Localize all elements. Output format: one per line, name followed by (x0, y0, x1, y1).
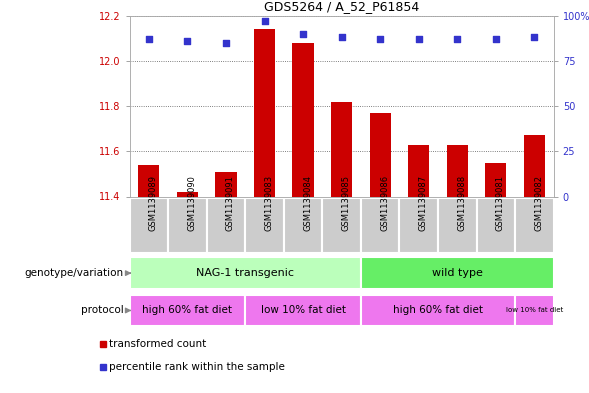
Text: GSM1139084: GSM1139084 (303, 175, 312, 231)
Text: GSM1139082: GSM1139082 (534, 175, 544, 231)
Text: GSM1139088: GSM1139088 (457, 175, 466, 231)
Point (260, 18, 269, 24)
Point (299, 31, 308, 37)
Text: low 10% fat diet: low 10% fat diet (506, 307, 563, 314)
Text: GSM1139089: GSM1139089 (149, 175, 158, 231)
Text: GSM1139091: GSM1139091 (226, 175, 235, 231)
Text: GSM1139085: GSM1139085 (342, 175, 350, 231)
Point (183, 38, 192, 44)
Point (530, 34, 539, 40)
Bar (369, 113, 391, 196)
Point (414, 36, 423, 42)
Bar (284, 198, 322, 253)
Bar (177, 192, 198, 196)
Bar (207, 198, 245, 253)
Bar (130, 257, 361, 289)
Bar (331, 101, 352, 196)
Bar (216, 172, 237, 196)
Text: wild type: wild type (432, 268, 483, 278)
Text: transformed count: transformed count (109, 340, 206, 349)
Bar (138, 165, 160, 196)
Bar (168, 198, 207, 253)
Bar (524, 136, 545, 196)
Bar (254, 29, 275, 196)
Text: protocol: protocol (81, 305, 124, 316)
Text: GSM1139087: GSM1139087 (419, 175, 428, 231)
Bar (361, 257, 554, 289)
Bar (515, 198, 554, 253)
Bar (408, 145, 429, 196)
Point (491, 36, 501, 42)
Bar (477, 198, 515, 253)
Text: genotype/variation: genotype/variation (25, 268, 124, 278)
Bar (245, 198, 284, 253)
Point (452, 36, 462, 42)
Text: high 60% fat diet: high 60% fat diet (393, 305, 483, 316)
Text: GSM1139083: GSM1139083 (264, 175, 273, 231)
Text: GSM1139086: GSM1139086 (380, 175, 389, 231)
Bar (130, 295, 245, 327)
Text: high 60% fat diet: high 60% fat diet (143, 305, 233, 316)
Text: low 10% fat diet: low 10% fat diet (260, 305, 346, 316)
Title: GDS5264 / A_52_P61854: GDS5264 / A_52_P61854 (264, 0, 419, 13)
Bar (293, 43, 314, 196)
Point (337, 34, 346, 40)
Bar (446, 145, 468, 196)
Bar (322, 198, 361, 253)
Text: GSM1139081: GSM1139081 (496, 175, 505, 231)
Text: NAG-1 transgenic: NAG-1 transgenic (196, 268, 294, 278)
Bar (245, 295, 361, 327)
Bar (130, 198, 168, 253)
Bar (361, 295, 515, 327)
Point (375, 36, 385, 42)
Text: GSM1139090: GSM1139090 (187, 175, 196, 231)
Point (144, 36, 154, 42)
Text: percentile rank within the sample: percentile rank within the sample (109, 362, 285, 372)
Bar (438, 198, 477, 253)
Bar (399, 198, 438, 253)
Bar (515, 295, 554, 327)
Point (221, 40, 231, 46)
Bar (361, 198, 399, 253)
Bar (485, 163, 507, 196)
